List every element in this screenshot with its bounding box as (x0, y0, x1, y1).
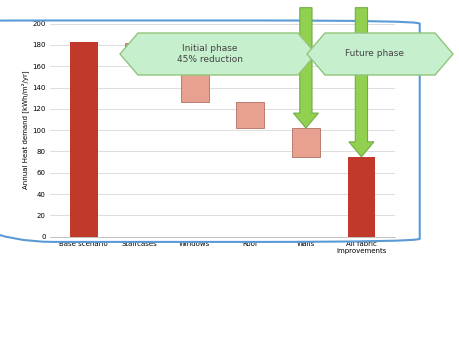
Polygon shape (307, 33, 453, 75)
Bar (236, 102, 264, 128)
Text: ~60%
reduction: ~60% reduction (376, 51, 420, 71)
Bar (70, 42, 98, 237)
Bar (125, 43, 153, 55)
Bar (292, 128, 320, 157)
Bar (347, 157, 375, 237)
Polygon shape (293, 8, 319, 128)
Text: Future phase: Future phase (345, 49, 404, 58)
Text: ~45%
reduction: ~45% reduction (321, 35, 364, 55)
Polygon shape (349, 8, 374, 157)
Y-axis label: Annual Heat demand [kWh/m²/yr]: Annual Heat demand [kWh/m²/yr] (22, 71, 29, 189)
Text: Initial phase
45% reduction: Initial phase 45% reduction (177, 44, 243, 64)
Bar (181, 55, 209, 102)
Polygon shape (120, 33, 316, 75)
